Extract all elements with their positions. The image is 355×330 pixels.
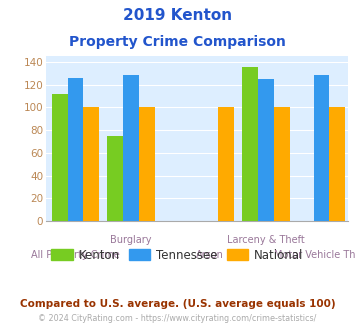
Bar <box>52 94 67 221</box>
Bar <box>139 107 155 221</box>
Text: Motor Vehicle Theft: Motor Vehicle Theft <box>274 250 355 260</box>
Text: Burglary: Burglary <box>110 235 152 245</box>
Legend: Kenton, Tennessee, National: Kenton, Tennessee, National <box>47 244 308 266</box>
Text: Compared to U.S. average. (U.S. average equals 100): Compared to U.S. average. (U.S. average … <box>20 299 335 309</box>
Bar <box>258 79 274 221</box>
Text: 2019 Kenton: 2019 Kenton <box>123 8 232 23</box>
Bar <box>313 76 329 221</box>
Bar <box>123 76 139 221</box>
Text: All Property Crime: All Property Crime <box>31 250 120 260</box>
Text: Larceny & Theft: Larceny & Theft <box>227 235 305 245</box>
Bar <box>329 107 345 221</box>
Bar <box>67 78 83 221</box>
Bar <box>107 136 123 221</box>
Bar <box>218 107 234 221</box>
Bar <box>242 67 258 221</box>
Bar <box>274 107 290 221</box>
Bar <box>83 107 99 221</box>
Text: Property Crime Comparison: Property Crime Comparison <box>69 35 286 49</box>
Text: Arson: Arson <box>196 250 224 260</box>
Text: © 2024 CityRating.com - https://www.cityrating.com/crime-statistics/: © 2024 CityRating.com - https://www.city… <box>38 314 317 323</box>
